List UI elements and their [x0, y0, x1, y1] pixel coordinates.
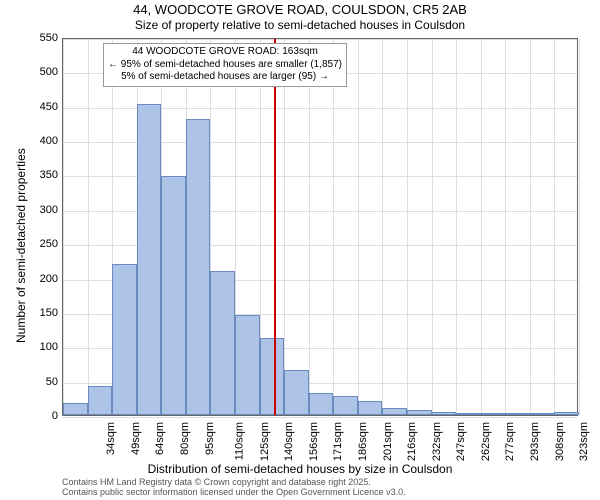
- histogram-bar: [407, 410, 432, 415]
- histogram-bar: [63, 403, 88, 415]
- y-tick: 500: [8, 66, 58, 78]
- x-tick-label: 308sqm: [554, 422, 566, 461]
- histogram-bar: [260, 338, 285, 415]
- grid-horizontal: [63, 417, 577, 418]
- x-tick-label: 216sqm: [406, 422, 418, 461]
- x-tick-label: 232sqm: [431, 422, 443, 461]
- x-tick-label: 277sqm: [505, 422, 517, 461]
- histogram-bar: [432, 412, 457, 415]
- histogram-bar: [235, 315, 260, 415]
- grid-vertical: [63, 39, 64, 415]
- x-tick-label: 201sqm: [382, 422, 394, 461]
- grid-vertical: [88, 39, 89, 415]
- annotation-line1: 44 WOODCOTE GROVE ROAD: 163sqm: [108, 46, 342, 59]
- y-tick: 450: [8, 101, 58, 113]
- y-tick: 350: [8, 169, 58, 181]
- grid-vertical: [284, 39, 285, 415]
- chart-container: 44, WOODCOTE GROVE ROAD, COULSDON, CR5 2…: [0, 0, 600, 500]
- y-tick: 550: [8, 32, 58, 44]
- x-tick-label: 110sqm: [233, 422, 245, 460]
- y-tick: 50: [8, 376, 58, 388]
- y-tick: 250: [8, 238, 58, 250]
- x-tick-label: 49sqm: [130, 422, 142, 455]
- y-tick: 0: [8, 410, 58, 422]
- x-tick-label: 125sqm: [259, 422, 271, 461]
- histogram-bar: [333, 396, 358, 415]
- histogram-bar: [210, 271, 235, 415]
- grid-horizontal: [63, 39, 577, 40]
- x-tick-label: 64sqm: [154, 422, 166, 455]
- histogram-bar: [137, 104, 162, 415]
- x-tick-label: 140sqm: [283, 422, 295, 461]
- y-tick: 150: [8, 307, 58, 319]
- y-tick: 400: [8, 135, 58, 147]
- credits: Contains HM Land Registry data © Crown c…: [62, 478, 406, 498]
- marker-vertical-line: [274, 39, 276, 415]
- histogram-bar: [309, 393, 334, 415]
- x-tick-label: 323sqm: [578, 422, 590, 461]
- histogram-bar: [112, 264, 137, 415]
- x-tick-label: 247sqm: [455, 422, 467, 461]
- grid-vertical: [530, 39, 531, 415]
- credits-line2: Contains public sector information licen…: [62, 488, 406, 498]
- chart-title: 44, WOODCOTE GROVE ROAD, COULSDON, CR5 2…: [0, 2, 600, 17]
- grid-vertical: [505, 39, 506, 415]
- annotation-box: 44 WOODCOTE GROVE ROAD: 163sqm ← 95% of …: [103, 43, 347, 87]
- x-axis-label: Distribution of semi-detached houses by …: [0, 462, 600, 476]
- grid-vertical: [481, 39, 482, 415]
- grid-vertical: [407, 39, 408, 415]
- x-tick-label: 186sqm: [357, 422, 369, 461]
- y-tick: 100: [8, 341, 58, 353]
- x-tick-label: 95sqm: [204, 422, 216, 455]
- histogram-bar: [456, 413, 481, 415]
- histogram-bar: [554, 412, 579, 415]
- y-tick: 300: [8, 204, 58, 216]
- x-tick-label: 262sqm: [480, 422, 492, 461]
- chart-subtitle: Size of property relative to semi-detach…: [0, 18, 600, 32]
- histogram-bar: [382, 408, 407, 415]
- histogram-bar: [505, 413, 530, 415]
- histogram-bar: [358, 401, 383, 415]
- histogram-bar: [481, 413, 506, 415]
- histogram-bar: [161, 176, 186, 415]
- annotation-line3: 5% of semi-detached houses are larger (9…: [108, 71, 342, 84]
- annotation-line2: ← 95% of semi-detached houses are smalle…: [108, 59, 342, 72]
- x-tick-label: 156sqm: [308, 422, 320, 461]
- x-tick-label: 34sqm: [105, 422, 117, 455]
- histogram-bar: [284, 370, 309, 415]
- grid-vertical: [309, 39, 310, 415]
- x-tick-label: 293sqm: [529, 422, 541, 461]
- grid-vertical: [554, 39, 555, 415]
- histogram-bar: [530, 413, 555, 415]
- histogram-bar: [88, 386, 113, 415]
- x-tick-label: 171sqm: [333, 422, 345, 461]
- grid-vertical: [432, 39, 433, 415]
- plot-area: 44 WOODCOTE GROVE ROAD: 163sqm ← 95% of …: [62, 38, 578, 416]
- y-tick: 200: [8, 273, 58, 285]
- histogram-bar: [186, 119, 211, 415]
- grid-vertical: [579, 39, 580, 415]
- x-tick-label: 80sqm: [179, 422, 191, 455]
- grid-vertical: [358, 39, 359, 415]
- grid-vertical: [382, 39, 383, 415]
- grid-vertical: [333, 39, 334, 415]
- grid-vertical: [456, 39, 457, 415]
